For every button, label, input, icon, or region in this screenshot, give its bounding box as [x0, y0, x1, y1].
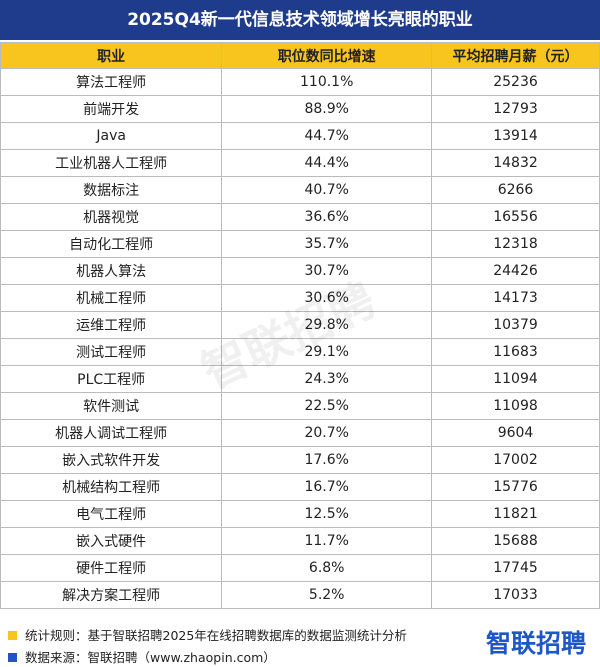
cell: 机器人算法: [0, 257, 223, 285]
cell: PLC工程师: [0, 365, 223, 393]
cell: 5.2%: [221, 581, 433, 609]
row: 嵌入式软件开发 17.6% 17002: [0, 446, 600, 474]
cell: 24.3%: [221, 365, 433, 393]
cell: 44.4%: [221, 149, 433, 177]
cell: 110.1%: [221, 68, 433, 96]
cell: 20.7%: [221, 419, 433, 447]
cell: 44.7%: [221, 122, 433, 150]
cell: 14832: [431, 149, 600, 177]
row: 机器人调试工程师 20.7% 9604: [0, 419, 600, 447]
cell: 9604: [431, 419, 600, 447]
cell: 11.7%: [221, 527, 433, 555]
cell: 14173: [431, 284, 600, 312]
row: 嵌入式硬件 11.7% 15688: [0, 527, 600, 555]
cell: 10379: [431, 311, 600, 339]
cell: 11821: [431, 500, 600, 528]
cell: 24426: [431, 257, 600, 285]
column-header: 职位数同比增速: [221, 42, 433, 69]
cell: 12793: [431, 95, 600, 123]
cell: 16.7%: [221, 473, 433, 501]
cell: 前端开发: [0, 95, 223, 123]
cell: 30.7%: [221, 257, 433, 285]
cell: 13914: [431, 122, 600, 150]
cell: Java: [0, 122, 223, 150]
column-header: 职业: [0, 42, 223, 69]
cell: 6.8%: [221, 554, 433, 582]
cell: 机器视觉: [0, 203, 223, 231]
note-text: 统计规则：基于智联招聘2025年在线招聘数据库的数据监测统计分析: [25, 628, 407, 643]
cell: 机器人调试工程师: [0, 419, 223, 447]
row: Java 44.7% 13914: [0, 122, 600, 150]
row: 软件测试 22.5% 11098: [0, 392, 600, 420]
cell: 17033: [431, 581, 600, 609]
cell: 12.5%: [221, 500, 433, 528]
cell: 15688: [431, 527, 600, 555]
cell: 运维工程师: [0, 311, 223, 339]
cell: 88.9%: [221, 95, 433, 123]
row: PLC工程师 24.3% 11094: [0, 365, 600, 393]
cell: 数据标注: [0, 176, 223, 204]
row: 测试工程师 29.1% 11683: [0, 338, 600, 366]
cell: 17.6%: [221, 446, 433, 474]
table: 职业 职位数同比增速 平均招聘月薪（元） 算法工程师 110.1% 25236 前端开发 88…: [0, 42, 600, 609]
cell: 12318: [431, 230, 600, 258]
cell: 6266: [431, 176, 600, 204]
cell: 35.7%: [221, 230, 433, 258]
cell: 测试工程师: [0, 338, 223, 366]
cell: 自动化工程师: [0, 230, 223, 258]
row: 机器视觉 36.6% 16556: [0, 203, 600, 231]
note: 数据来源：智联招聘（www.zhaopin.com）: [8, 647, 276, 666]
logo: 智联招聘: [485, 629, 586, 658]
cell: 36.6%: [221, 203, 433, 231]
cell: 解决方案工程师: [0, 581, 223, 609]
cell: 软件测试: [0, 392, 223, 420]
row: 算法工程师 110.1% 25236: [0, 68, 600, 96]
column-header: 平均招聘月薪（元）: [431, 42, 600, 69]
cell: 机械工程师: [0, 284, 223, 312]
cell: 嵌入式软件开发: [0, 446, 223, 474]
cell: 11098: [431, 392, 600, 420]
row: 数据标注 40.7% 6266: [0, 176, 600, 204]
cell: 17745: [431, 554, 600, 582]
row: 硬件工程师 6.8% 17745: [0, 554, 600, 582]
cell: 工业机器人工程师: [0, 149, 223, 177]
row: 机器人算法 30.7% 24426: [0, 257, 600, 285]
row: 自动化工程师 35.7% 12318: [0, 230, 600, 258]
cell: 22.5%: [221, 392, 433, 420]
header-row: 职业 职位数同比增速 平均招聘月薪（元）: [0, 42, 600, 69]
title: 2025Q4新一代信息技术领域增长亮眼的职业: [0, 0, 600, 40]
cell: 25236: [431, 68, 600, 96]
cell: 算法工程师: [0, 68, 223, 96]
row: 工业机器人工程师 44.4% 14832: [0, 149, 600, 177]
cell: 40.7%: [221, 176, 433, 204]
cell: 11094: [431, 365, 600, 393]
cell: 机械结构工程师: [0, 473, 223, 501]
cell: 16556: [431, 203, 600, 231]
cell: 电气工程师: [0, 500, 223, 528]
cell: 11683: [431, 338, 600, 366]
cell: 17002: [431, 446, 600, 474]
cell: 硬件工程师: [0, 554, 223, 582]
note-text: 数据来源：智联招聘（www.zhaopin.com）: [25, 650, 276, 665]
cell: 嵌入式硬件: [0, 527, 223, 555]
cell: 15776: [431, 473, 600, 501]
row: 机械结构工程师 16.7% 15776: [0, 473, 600, 501]
row: 前端开发 88.9% 12793: [0, 95, 600, 123]
note: 统计规则：基于智联招聘2025年在线招聘数据库的数据监测统计分析: [8, 625, 407, 644]
row: 解决方案工程师 5.2% 17033: [0, 581, 600, 609]
row: 电气工程师 12.5% 11821: [0, 500, 600, 528]
